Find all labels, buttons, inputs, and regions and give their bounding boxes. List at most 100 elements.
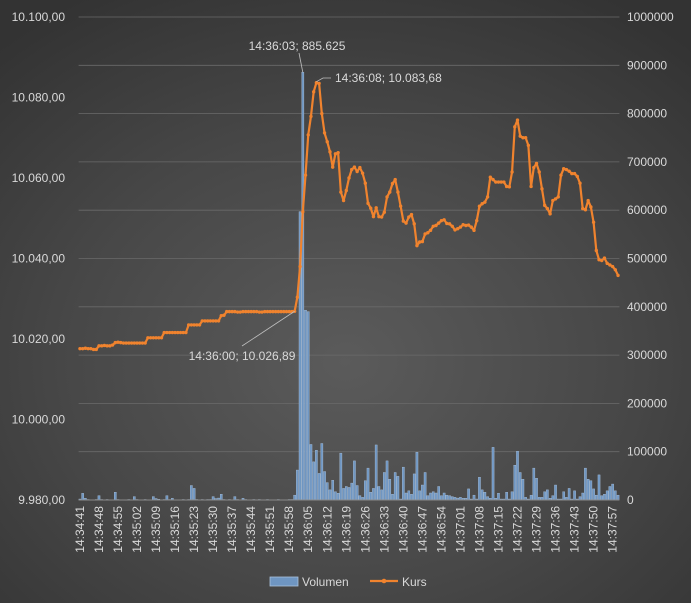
volume-bar	[345, 486, 347, 500]
volume-bar	[419, 491, 421, 500]
kurs-point	[396, 190, 399, 193]
kurs-point	[160, 336, 163, 339]
volume-bar	[598, 475, 600, 500]
kurs-point	[307, 133, 310, 136]
x-tick-label: 14:37:57	[606, 506, 620, 553]
volume-bar	[511, 492, 513, 500]
kurs-point	[339, 190, 342, 193]
volume-bar	[533, 468, 535, 500]
y-right-tick-label: 1000000	[627, 10, 674, 24]
volume-bar	[416, 452, 418, 500]
kurs-point	[380, 215, 383, 218]
kurs-point	[222, 314, 225, 317]
volume-bar	[448, 496, 450, 500]
kurs-point	[483, 200, 486, 203]
kurs-point	[304, 173, 307, 176]
kurs-point	[586, 199, 589, 202]
x-tick-label: 14:36:47	[415, 506, 429, 553]
volume-bar	[592, 489, 594, 500]
volume-bar	[432, 492, 434, 500]
volume-bar	[193, 488, 195, 500]
kurs-point	[217, 319, 220, 322]
kurs-point	[358, 166, 361, 169]
kurs-point	[459, 225, 462, 228]
volume-bar	[606, 491, 608, 500]
volume-bar	[326, 483, 328, 500]
x-tick-label: 14:35:51	[263, 506, 277, 553]
volume-bar	[410, 494, 412, 500]
kurs-point	[323, 131, 326, 134]
volume-bar	[617, 495, 619, 500]
kurs-point	[350, 168, 353, 171]
kurs-point	[616, 274, 619, 277]
volume-bar	[535, 478, 537, 500]
kurs-point	[393, 178, 396, 181]
kurs-point	[486, 195, 489, 198]
volume-bar	[421, 485, 423, 500]
kurs-point	[510, 170, 513, 173]
x-tick-label: 14:36:19	[339, 506, 353, 553]
y-left-tick-label: 10.000,00	[12, 413, 66, 427]
volume-bar	[391, 494, 393, 500]
kurs-point	[342, 199, 345, 202]
volume-bar	[438, 486, 440, 500]
legend-volumen-swatch	[270, 577, 298, 586]
volume-bar	[114, 492, 116, 500]
volume-bar	[429, 493, 431, 500]
kurs-point	[372, 215, 375, 218]
volume-bar	[413, 474, 415, 500]
data-label-kurs-start: 14:36:00; 10.026,89	[189, 349, 296, 363]
kurs-point	[415, 244, 418, 247]
volume-bar	[484, 492, 486, 500]
volume-bar	[372, 488, 374, 500]
kurs-point	[361, 171, 364, 174]
kurs-point	[467, 223, 470, 226]
volume-bar	[332, 480, 334, 500]
volume-bar	[234, 497, 236, 500]
volume-bar	[348, 487, 350, 500]
volume-bar	[601, 496, 603, 500]
kurs-point	[364, 182, 367, 185]
volume-bar	[340, 453, 342, 500]
x-tick-label: 14:35:02	[130, 506, 144, 553]
volume-bar	[353, 461, 355, 500]
kurs-point	[600, 259, 603, 262]
x-tick-label: 14:34:55	[111, 506, 125, 553]
kurs-point	[576, 175, 579, 178]
kurs-point	[578, 182, 581, 185]
kurs-point	[388, 190, 391, 193]
kurs-point	[538, 170, 541, 173]
kurs-line	[80, 83, 618, 350]
kurs-point	[614, 268, 617, 271]
y-left-tick-label: 10.100,00	[12, 10, 66, 24]
kurs-point	[331, 165, 334, 168]
volume-bar	[408, 491, 410, 500]
kurs-point	[502, 180, 505, 183]
kurs-point	[543, 204, 546, 207]
x-tick-label: 14:37:36	[549, 506, 563, 553]
volume-bar	[152, 497, 154, 500]
y-right-tick-label: 0	[627, 493, 634, 507]
y-right-tick-label: 300000	[627, 348, 667, 362]
kurs-point	[546, 207, 549, 210]
volume-bar	[294, 495, 296, 500]
y-right-tick-label: 400000	[627, 300, 667, 314]
volume-bar	[296, 470, 298, 500]
y-right-tick-label: 500000	[627, 252, 667, 266]
x-tick-label: 14:36:05	[301, 506, 315, 553]
kurs-point	[524, 136, 527, 139]
kurs-point	[407, 215, 410, 218]
kurs-point	[326, 140, 329, 143]
x-tick-label: 14:34:48	[92, 506, 106, 553]
kurs-point	[540, 187, 543, 190]
kurs-point	[491, 178, 494, 181]
volume-bar	[375, 445, 377, 500]
volume-bar	[220, 494, 222, 500]
legend-kurs-label: Kurs	[402, 575, 427, 589]
volume-bar	[370, 492, 372, 500]
volume-bar	[473, 495, 475, 500]
volume-bar	[190, 486, 192, 500]
volume-bar	[516, 451, 518, 500]
kurs-point	[513, 125, 516, 128]
volume-bar	[402, 467, 404, 500]
